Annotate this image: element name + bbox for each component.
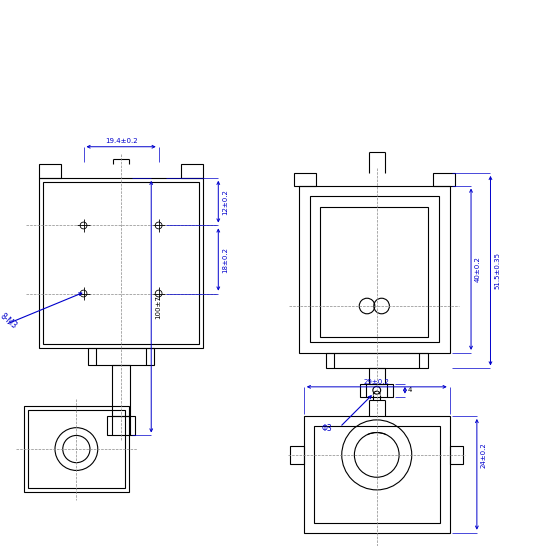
Bar [299,186,449,353]
Bar [321,207,429,337]
Bar [360,384,393,397]
Bar [326,353,428,368]
Bar [112,366,130,416]
Bar [294,173,316,186]
Text: 24±0.2: 24±0.2 [481,442,487,468]
Text: 18±0.2: 18±0.2 [222,247,228,273]
Text: 4: 4 [408,387,412,393]
Text: 19.4±0.2: 19.4±0.2 [105,138,137,144]
Text: 8-M3: 8-M3 [0,311,19,331]
Bar [39,178,203,348]
Bar [182,164,203,178]
Text: 51.5±0.35: 51.5±0.35 [495,252,500,289]
Bar [449,446,463,464]
Text: 100±7: 100±7 [155,295,161,319]
Bar [304,416,449,532]
Bar [433,173,454,186]
Bar [43,182,199,344]
Text: 40±0.2: 40±0.2 [475,257,481,282]
Bar [88,348,154,366]
Bar [107,416,135,435]
Bar [369,368,384,384]
Text: 12±0.2: 12±0.2 [222,189,228,214]
Bar [28,410,125,488]
Bar [314,425,440,523]
Text: 29±0.2: 29±0.2 [364,379,390,385]
Text: Φ3: Φ3 [321,424,332,433]
Bar [290,446,304,464]
Bar [24,406,129,492]
Bar [310,196,439,342]
Bar [39,164,61,178]
